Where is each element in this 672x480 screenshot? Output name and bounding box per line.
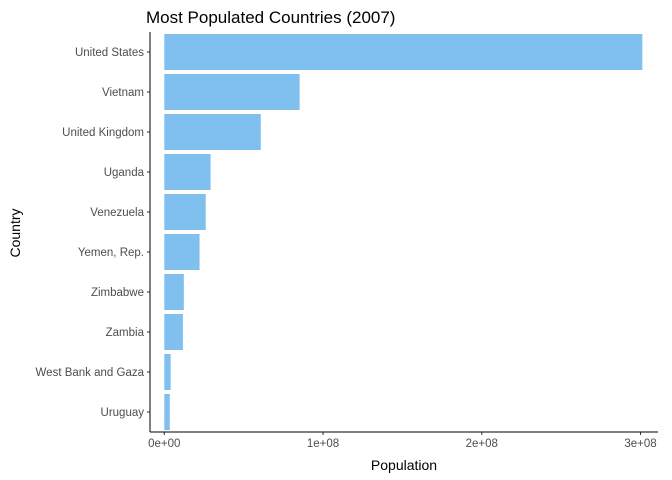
- y-tick-label: United States: [75, 47, 144, 59]
- bar: [164, 314, 183, 350]
- y-tick-label: Uganda: [104, 167, 145, 179]
- bar: [164, 194, 206, 230]
- bar: [164, 74, 300, 110]
- y-tick-label: West Bank and Gaza: [36, 367, 145, 379]
- y-tick-label: Venezuela: [90, 207, 144, 219]
- bar: [164, 34, 643, 70]
- x-tick-label: 1e+08: [307, 438, 339, 450]
- bar: [164, 154, 211, 190]
- y-tick-label: Uruguay: [101, 407, 145, 419]
- x-tick-label: 3e+08: [624, 438, 656, 450]
- bar: [164, 234, 200, 270]
- bar: [164, 274, 184, 310]
- bar: [164, 394, 170, 430]
- y-tick-label: Vietnam: [102, 87, 144, 99]
- x-axis-title: Population: [371, 457, 437, 473]
- y-axis-title: Country: [7, 208, 23, 257]
- x-tick-label: 2e+08: [466, 438, 498, 450]
- bar: [164, 114, 261, 150]
- x-tick-label: 0e+00: [148, 438, 180, 450]
- y-tick-label: Yemen, Rep.: [78, 247, 144, 259]
- y-tick-label: Zambia: [106, 327, 145, 339]
- bar: [164, 354, 171, 390]
- y-tick-label: United Kingdom: [62, 127, 144, 139]
- chart-title: Most Populated Countries (2007): [146, 8, 395, 27]
- y-tick-label: Zimbabwe: [91, 287, 144, 299]
- plot-area: United States Vietnam United Kingdom Uganda…: [36, 32, 658, 450]
